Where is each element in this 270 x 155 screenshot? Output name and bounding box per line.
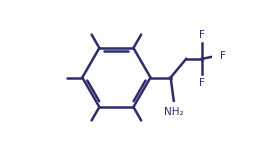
Text: F: F [199, 78, 205, 88]
Text: F: F [220, 51, 226, 61]
Text: F: F [199, 30, 205, 40]
Text: NH₂: NH₂ [164, 107, 184, 117]
